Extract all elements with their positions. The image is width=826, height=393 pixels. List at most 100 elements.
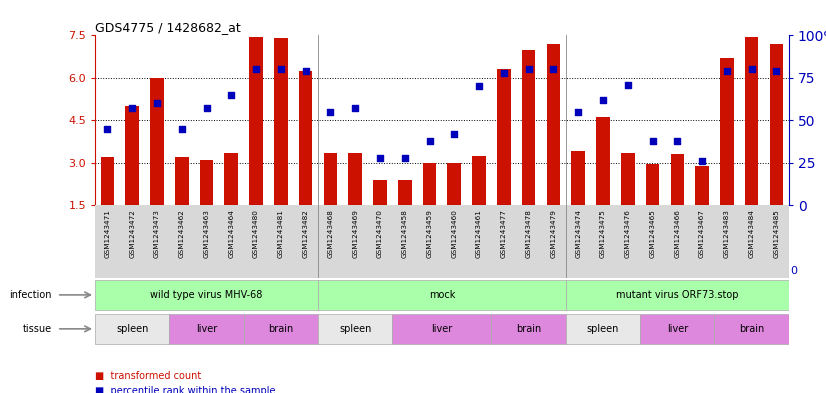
Text: GSM1243468: GSM1243468 — [327, 209, 334, 258]
Bar — [175, 157, 188, 205]
Text: GSM1243472: GSM1243472 — [129, 209, 135, 258]
Text: tissue: tissue — [23, 324, 52, 334]
Text: GSM1243481: GSM1243481 — [278, 209, 284, 258]
Point — [398, 154, 411, 161]
Point — [770, 68, 783, 74]
Text: GSM1243482: GSM1243482 — [302, 209, 309, 258]
Text: GSM1243469: GSM1243469 — [352, 209, 358, 258]
Text: brain: brain — [739, 324, 764, 334]
Bar — [349, 153, 362, 205]
Text: liver: liver — [196, 324, 217, 334]
Bar — [547, 44, 560, 205]
Text: GSM1243475: GSM1243475 — [600, 209, 606, 258]
Text: GSM1243474: GSM1243474 — [575, 209, 582, 258]
Text: GSM1243471: GSM1243471 — [104, 209, 111, 258]
Text: mock: mock — [429, 290, 455, 300]
Text: GSM1243458: GSM1243458 — [401, 209, 408, 258]
Text: GSM1243484: GSM1243484 — [748, 209, 755, 258]
Bar — [596, 118, 610, 205]
Text: GSM1243461: GSM1243461 — [476, 209, 482, 258]
Text: GSM1243460: GSM1243460 — [451, 209, 458, 258]
Text: spleen: spleen — [339, 324, 372, 334]
Text: liver: liver — [431, 324, 453, 334]
Point — [101, 126, 114, 132]
Text: GSM1243463: GSM1243463 — [203, 209, 210, 258]
Point — [373, 154, 387, 161]
Bar — [95, 314, 169, 344]
Point — [547, 66, 560, 72]
Text: GSM1243485: GSM1243485 — [773, 209, 780, 258]
Text: GSM1243473: GSM1243473 — [154, 209, 160, 258]
Point — [497, 70, 510, 76]
Text: ■  transformed count: ■ transformed count — [95, 371, 202, 381]
Text: GSM1243470: GSM1243470 — [377, 209, 383, 258]
Bar — [566, 314, 640, 344]
Point — [249, 66, 263, 72]
Text: GSM1243465: GSM1243465 — [649, 209, 656, 258]
Bar — [126, 106, 139, 205]
Bar — [720, 58, 733, 205]
Text: ■  percentile rank within the sample: ■ percentile rank within the sample — [95, 386, 276, 393]
Bar — [324, 153, 337, 205]
Point — [274, 66, 287, 72]
Point — [522, 66, 535, 72]
Bar — [572, 151, 585, 205]
Bar — [497, 69, 510, 205]
Point — [324, 108, 337, 115]
Bar — [318, 314, 392, 344]
Text: GSM1243466: GSM1243466 — [674, 209, 681, 258]
Bar — [244, 314, 318, 344]
Bar — [423, 163, 436, 205]
Point — [646, 138, 659, 144]
Bar — [200, 160, 213, 205]
Bar — [621, 153, 634, 205]
Bar — [770, 44, 783, 205]
Bar — [392, 314, 491, 344]
Point — [671, 138, 684, 144]
Text: GDS4775 / 1428682_at: GDS4775 / 1428682_at — [95, 21, 240, 34]
Point — [200, 105, 213, 112]
Bar — [249, 37, 263, 205]
Text: 0: 0 — [790, 266, 797, 276]
Point — [150, 100, 164, 107]
Text: GSM1243467: GSM1243467 — [699, 209, 705, 258]
Bar — [318, 280, 566, 310]
Bar — [448, 163, 461, 205]
Text: GSM1243459: GSM1243459 — [426, 209, 433, 258]
Text: GSM1243478: GSM1243478 — [525, 209, 532, 258]
Point — [175, 126, 188, 132]
Text: liver: liver — [667, 324, 688, 334]
Bar — [225, 153, 238, 205]
Point — [299, 68, 312, 74]
Bar — [95, 280, 318, 310]
Text: brain: brain — [268, 324, 293, 334]
Text: GSM1243476: GSM1243476 — [624, 209, 631, 258]
Bar — [101, 157, 114, 205]
Point — [349, 105, 362, 112]
Point — [225, 92, 238, 98]
Point — [745, 66, 758, 72]
Point — [472, 83, 486, 90]
Bar — [640, 314, 714, 344]
Text: GSM1243462: GSM1243462 — [178, 209, 185, 258]
Text: GSM1243483: GSM1243483 — [724, 209, 730, 258]
Bar — [299, 71, 312, 205]
Point — [720, 68, 733, 74]
Text: GSM1243479: GSM1243479 — [550, 209, 557, 258]
Point — [448, 131, 461, 137]
Text: brain: brain — [516, 324, 541, 334]
Text: GSM1243480: GSM1243480 — [253, 209, 259, 258]
Point — [596, 97, 610, 103]
Bar — [646, 164, 659, 205]
Bar — [566, 280, 789, 310]
Bar — [150, 78, 164, 205]
Bar — [373, 180, 387, 205]
Bar — [472, 156, 486, 205]
Bar — [169, 314, 244, 344]
Bar — [714, 314, 789, 344]
Text: spleen: spleen — [116, 324, 149, 334]
Point — [572, 108, 585, 115]
Bar — [274, 38, 287, 205]
Point — [126, 105, 139, 112]
Bar — [671, 154, 684, 205]
